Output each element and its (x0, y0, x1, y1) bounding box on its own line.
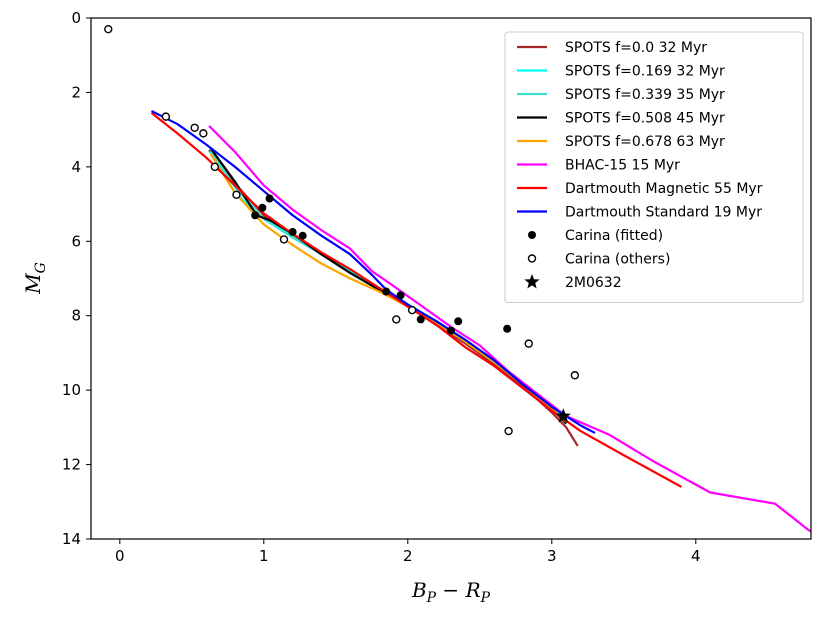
y-tick-label: 8 (71, 307, 81, 325)
legend-label-bhac-15-15-myr: BHAC-15 15 Myr (565, 158, 680, 174)
point-carina-others (104, 24, 113, 34)
x-tick-label: 1 (259, 547, 269, 565)
point-carina-others (161, 112, 171, 121)
point-carina-fitted (396, 291, 405, 300)
point-carina-others (232, 190, 241, 199)
legend-label-spots-f-0-339-35-myr: SPOTS f=0.339 35 Myr (565, 87, 725, 103)
x-tick-label: 3 (547, 547, 557, 565)
y-tick-label: 2 (71, 83, 81, 101)
legend-label-spots-f-0-508-45-myr: SPOTS f=0.508 45 Myr (565, 111, 725, 127)
legend-label-spots-f-0-169-32-myr: SPOTS f=0.169 32 Myr (565, 64, 725, 80)
legend: SPOTS f=0.0 32 Myr SPOTS f=0.169 32 Myr SP… (504, 31, 804, 303)
point-carina-fitted (503, 324, 512, 333)
legend-label-dartmouth-magnetic-55-myr: Dartmouth Magnetic 55 Myr (565, 181, 763, 197)
y-tick-label: 4 (71, 158, 81, 176)
point-2m0632 (555, 408, 571, 423)
x-axis-label: BP − RP (411, 578, 491, 606)
x-tick-label: 2 (403, 547, 413, 565)
series-line-dartmouth-standard-19-myr (150, 110, 596, 434)
y-axis-label: MG (21, 262, 49, 295)
point-carina-others (210, 162, 220, 172)
point-carina-fitted (382, 287, 391, 296)
point-carina-others (392, 315, 401, 324)
y-tick-label: 0 (71, 9, 81, 27)
y-tick-label: 6 (71, 232, 81, 250)
point-carina-others (524, 339, 533, 348)
point-carina-fitted (298, 231, 307, 240)
legend-box (504, 31, 804, 303)
y-tick-label: 10 (62, 381, 81, 399)
point-carina-fitted (251, 211, 260, 220)
point-carina-others (407, 305, 417, 315)
y-tick-label: 14 (62, 530, 81, 548)
point-carina-fitted (265, 194, 274, 203)
point-carina-fitted (258, 203, 267, 212)
point-carina-fitted (447, 326, 455, 335)
point-carina-fitted (416, 315, 425, 324)
series-line-bhac-15-15-myr (208, 125, 811, 533)
legend-label-spots-f-0-0-32-myr: SPOTS f=0.0 32 Myr (565, 40, 707, 56)
point-carina-fitted (454, 317, 463, 326)
legend-label-carina-fitted: Carina (fitted) (565, 228, 663, 244)
point-carina-others (279, 235, 289, 244)
legend-label-carina-others: Carina (others) (565, 252, 670, 268)
point-carina-fitted (288, 227, 297, 236)
point-carina-others (570, 371, 580, 380)
legend-label-2m0632: 2M0632 (565, 275, 622, 291)
point-carina-others (190, 123, 199, 132)
legend-swatch-carina-others (527, 254, 537, 263)
legend-label-dartmouth-standard-19-myr: Dartmouth Standard 19 Myr (565, 205, 762, 221)
legend-swatch-carina-fitted (528, 231, 536, 239)
y-tick-label: 12 (62, 456, 81, 474)
series-layer (104, 24, 811, 533)
point-carina-others (504, 426, 513, 436)
x-tick-label: 4 (691, 547, 701, 565)
x-tick-label: 0 (115, 547, 125, 565)
point-carina-others (199, 129, 208, 138)
plot-frame (90, 17, 812, 540)
legend-swatch-2m0632 (524, 274, 540, 289)
legend-label-spots-f-0-678-63-myr: SPOTS f=0.678 63 Myr (565, 134, 725, 150)
